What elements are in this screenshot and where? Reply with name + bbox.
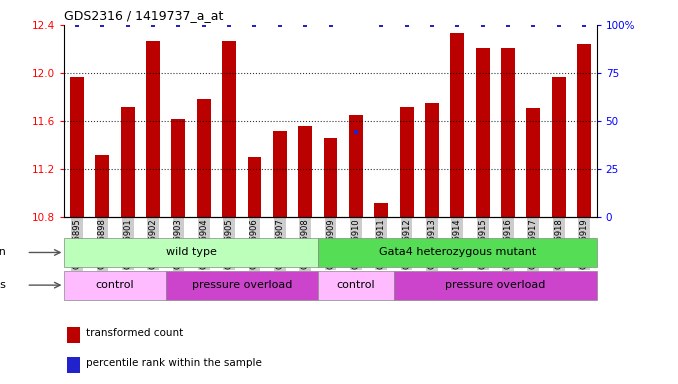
Bar — [64, 271, 166, 300]
Bar — [323, 138, 338, 217]
Bar — [121, 107, 135, 217]
Bar — [64, 238, 318, 267]
Text: stress: stress — [0, 280, 6, 290]
Bar — [399, 107, 414, 217]
Text: pressure overload: pressure overload — [445, 280, 545, 290]
Text: control: control — [336, 280, 375, 290]
Bar — [247, 157, 262, 217]
Bar — [476, 48, 490, 217]
Bar — [349, 115, 363, 217]
Text: wild type: wild type — [165, 247, 216, 258]
Bar — [96, 155, 109, 217]
Bar — [197, 99, 211, 217]
Text: Gata4 heterozygous mutant: Gata4 heterozygous mutant — [378, 247, 536, 258]
Bar — [222, 41, 236, 217]
Bar — [577, 44, 591, 217]
Text: GDS2316 / 1419737_a_at: GDS2316 / 1419737_a_at — [64, 9, 224, 22]
Bar — [552, 76, 565, 217]
Bar — [172, 119, 185, 217]
Bar — [318, 271, 394, 300]
Bar — [394, 271, 597, 300]
Bar — [450, 33, 464, 217]
Bar — [501, 48, 515, 217]
Text: transformed count: transformed count — [85, 328, 183, 338]
Bar — [374, 203, 388, 217]
Bar — [425, 103, 439, 217]
Text: pressure overload: pressure overload — [192, 280, 292, 290]
Text: strain: strain — [0, 247, 6, 258]
Text: percentile rank within the sample: percentile rank within the sample — [85, 358, 262, 368]
Text: control: control — [96, 280, 134, 290]
Bar — [70, 76, 84, 217]
Bar — [67, 357, 81, 372]
Bar — [67, 327, 81, 343]
Bar — [298, 126, 312, 217]
Bar — [146, 41, 160, 217]
Bar — [166, 271, 318, 300]
Bar — [273, 131, 287, 217]
Bar — [318, 238, 597, 267]
Bar — [526, 108, 540, 217]
